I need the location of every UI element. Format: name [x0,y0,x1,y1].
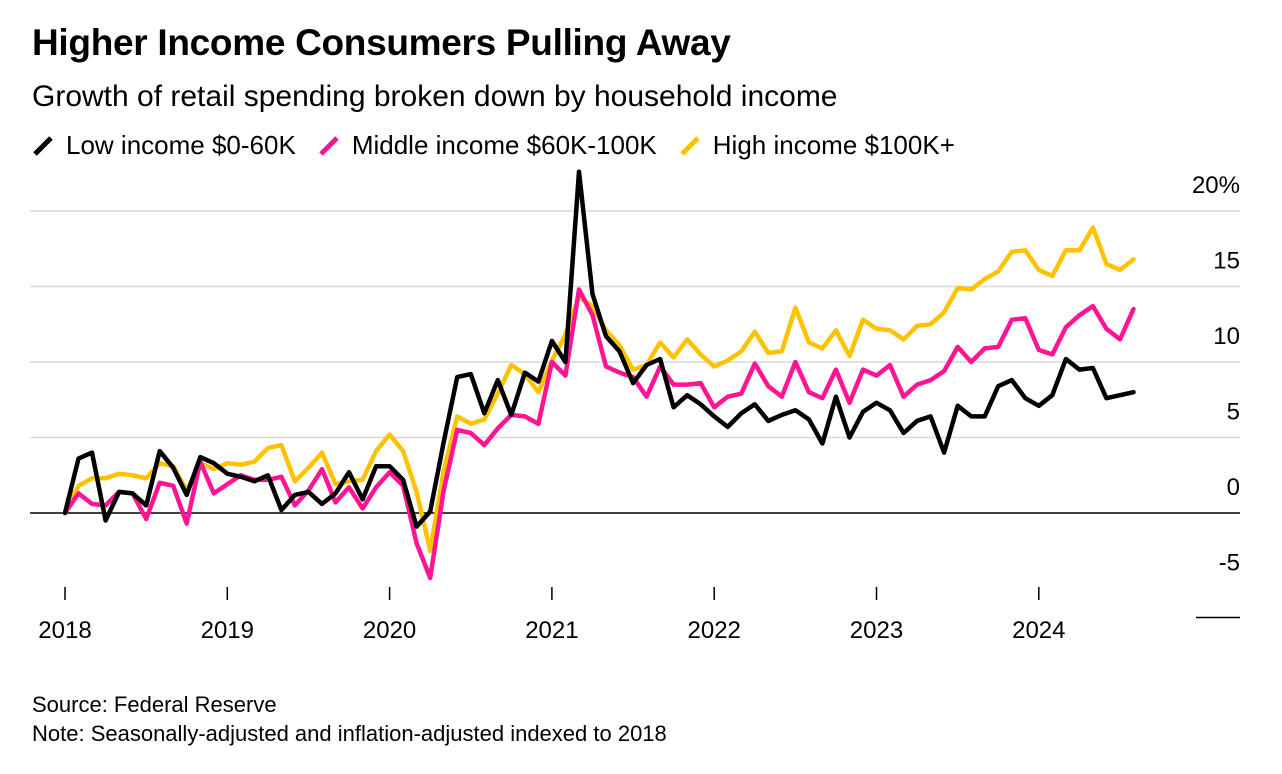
x-tick-label: 2023 [850,617,903,644]
y-tick-label: 10 [1213,323,1240,350]
chart-title: Higher Income Consumers Pulling Away [32,22,731,63]
y-tick-label: 15 [1213,248,1240,275]
legend-swatch-low-income [33,135,53,156]
source-note: Source: Federal Reserve [32,692,277,717]
legend-label-high-income: High income $100K+ [712,130,955,160]
legend-label-low-income: Low income $0-60K [66,130,296,160]
line-chart: 20% 15 10 5 0 -5 2018 2019 2020 2021 2022 2023 2024 [30,169,1240,644]
method-note: Note: Seasonally-adjusted and inflation-… [32,721,667,746]
middle-income-line [62,287,1136,581]
x-tick-label: 2020 [363,617,416,644]
x-tick-label: 2024 [1012,617,1065,644]
legend-item-middle-income: Middle income $60K-100K [318,130,657,161]
legend-label-middle-income: Middle income $60K-100K [351,130,657,160]
legend-item-high-income: High income $100K+ [679,130,955,161]
footer: Source: Federal Reserve Note: Seasonally… [32,690,667,748]
legend-swatch-middle-income [319,135,339,156]
x-tick-label: 2018 [38,617,91,644]
y-tick-label: 5 [1227,399,1240,426]
x-tick-label: 2019 [201,617,254,644]
legend: Low income $0-60K Middle income $60K-100… [32,130,977,161]
high-income-line [62,225,1136,554]
x-tick-label: 2022 [688,617,741,644]
legend-swatch-high-income [680,135,700,156]
y-tick-label: 20% [1192,172,1240,199]
legend-item-low-income: Low income $0-60K [32,130,296,161]
y-tick-label: -5 [1219,550,1240,577]
low-income-line [62,169,1136,529]
chart-subtitle: Growth of retail spending broken down by… [32,80,838,113]
x-tick-label: 2021 [525,617,578,644]
y-tick-label: 0 [1227,474,1240,501]
